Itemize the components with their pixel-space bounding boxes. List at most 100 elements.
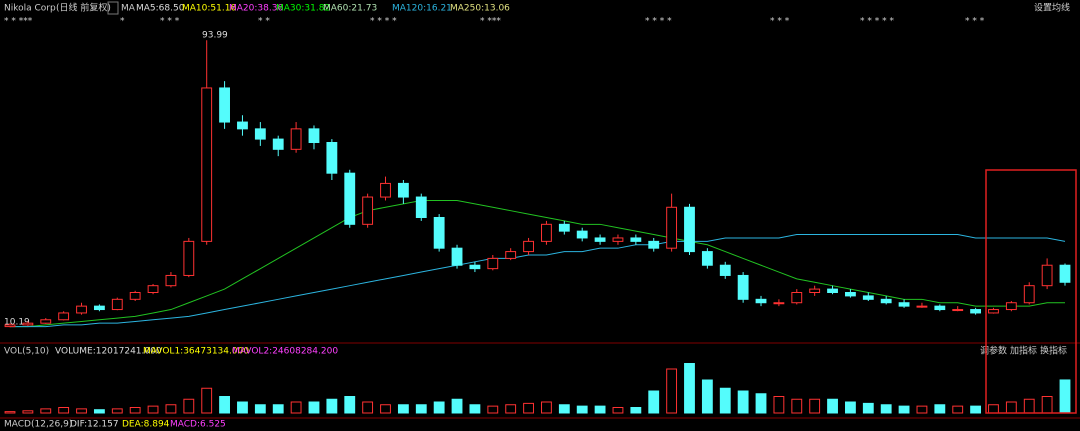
volume-bar (308, 401, 320, 414)
tool-button[interactable]: 换指标 (1040, 345, 1067, 357)
candle-body (648, 240, 660, 249)
candle-body (76, 305, 87, 314)
volume-bar (380, 404, 391, 414)
ma-value: MA30:31.82 (276, 4, 330, 14)
svg-text:* * * * *: * * * * * (860, 17, 894, 27)
candle-body (93, 305, 105, 311)
candle-body (594, 237, 606, 242)
candle-body (308, 128, 320, 143)
candle-body (880, 298, 892, 304)
svg-text:*: * (120, 17, 125, 27)
volume-bar (1041, 396, 1053, 414)
candle-body (237, 121, 248, 130)
volume-bar (630, 407, 642, 414)
candle-body (397, 182, 409, 198)
candle-body (451, 247, 463, 266)
volume-bar (22, 410, 34, 414)
volume-bar (433, 401, 445, 414)
candle-body (827, 288, 838, 294)
tool-button[interactable]: 加指标 (1010, 345, 1037, 357)
volume-bar (719, 387, 731, 414)
symbol: Nikola Corp (4, 4, 56, 14)
candle-body (254, 128, 266, 140)
candle-body (898, 302, 910, 307)
svg-text:* * *: * * * (965, 17, 985, 27)
settings-button[interactable]: 设置均线 (1034, 2, 1070, 14)
volume-bar (827, 398, 838, 414)
volume-bar (737, 390, 749, 414)
volume-bar (576, 405, 588, 414)
dif: DIF:12.157 (70, 420, 119, 430)
candle-body (40, 319, 52, 324)
vol-value: VOLUME:12017241.000 (55, 347, 162, 357)
ma-value: MA120:16.21 (392, 4, 452, 14)
volume-bar (201, 387, 213, 414)
candle-body (165, 274, 177, 287)
svg-text:* ***: * *** (480, 17, 501, 27)
svg-text:* *: * * (258, 17, 270, 27)
svg-text:* * *: * * * (770, 17, 790, 27)
macd-title: MACD(12,26,9) (4, 420, 72, 430)
candle-body (523, 240, 534, 253)
candle-body (487, 257, 499, 270)
candle-body (326, 142, 338, 174)
plot (4, 40, 1071, 414)
candle-body (630, 237, 642, 242)
candle-body (219, 87, 230, 123)
volume-bar (40, 408, 52, 414)
ma-value: MA250:13.06 (450, 4, 510, 14)
mavol1: MAVOL1:36473134.000 (143, 347, 249, 357)
highlight-box (985, 169, 1077, 414)
candle-body (380, 182, 391, 198)
ma-label: MA (121, 4, 136, 14)
candle-body (1041, 264, 1053, 287)
dea: DEA:8.894 (122, 420, 170, 430)
volume-bar (362, 401, 374, 414)
volume-bar (397, 404, 409, 414)
candle-body (1005, 302, 1017, 311)
volume-bar (326, 398, 338, 414)
menu-button[interactable] (107, 1, 119, 15)
vol-title: VOL(5,10) (4, 347, 49, 357)
volume-bar (684, 363, 695, 414)
volume-bar (791, 398, 803, 414)
candle-body (22, 322, 34, 326)
candle-body (701, 251, 713, 266)
candle-body (290, 128, 302, 150)
ma-value: MA60:21.73 (323, 4, 377, 14)
macd: MACD:6.525 (170, 420, 226, 430)
volume-bar (916, 405, 928, 414)
volume-bar (111, 408, 123, 414)
volume-bar (612, 407, 624, 414)
volume-bar (76, 408, 87, 414)
candle-body (1023, 285, 1035, 304)
volume-bar (147, 405, 159, 414)
low-annotation: 10.19 (4, 318, 30, 328)
volume-bar (58, 407, 70, 414)
high-annotation: 93.99 (202, 31, 228, 41)
volume-bar (165, 404, 177, 414)
candle-body (755, 298, 767, 304)
volume-bar (1023, 398, 1035, 414)
candle-body (970, 309, 982, 314)
candle-body (791, 292, 803, 304)
volume-bar (701, 379, 713, 414)
tool-button[interactable]: 调参数 (980, 345, 1007, 357)
candle-body (541, 223, 552, 242)
candle-body (362, 196, 374, 225)
volume-bar (970, 405, 982, 414)
volume-bar (809, 398, 821, 414)
svg-text:* * * *: * * * * (645, 17, 672, 27)
ma-line (10, 199, 1065, 328)
volume-bar (952, 405, 964, 414)
volume-bar (415, 404, 427, 414)
candle-body (415, 196, 427, 219)
volume-bar (219, 396, 230, 414)
candle-body (147, 285, 159, 294)
candle-body (505, 251, 517, 259)
volume-bar (523, 402, 534, 414)
volume-bar (129, 407, 141, 414)
event-markers: * * *** * * * * * * * * * * * *** * * * * * * … (4, 17, 985, 27)
mode: (日线 前复权) (56, 2, 111, 14)
